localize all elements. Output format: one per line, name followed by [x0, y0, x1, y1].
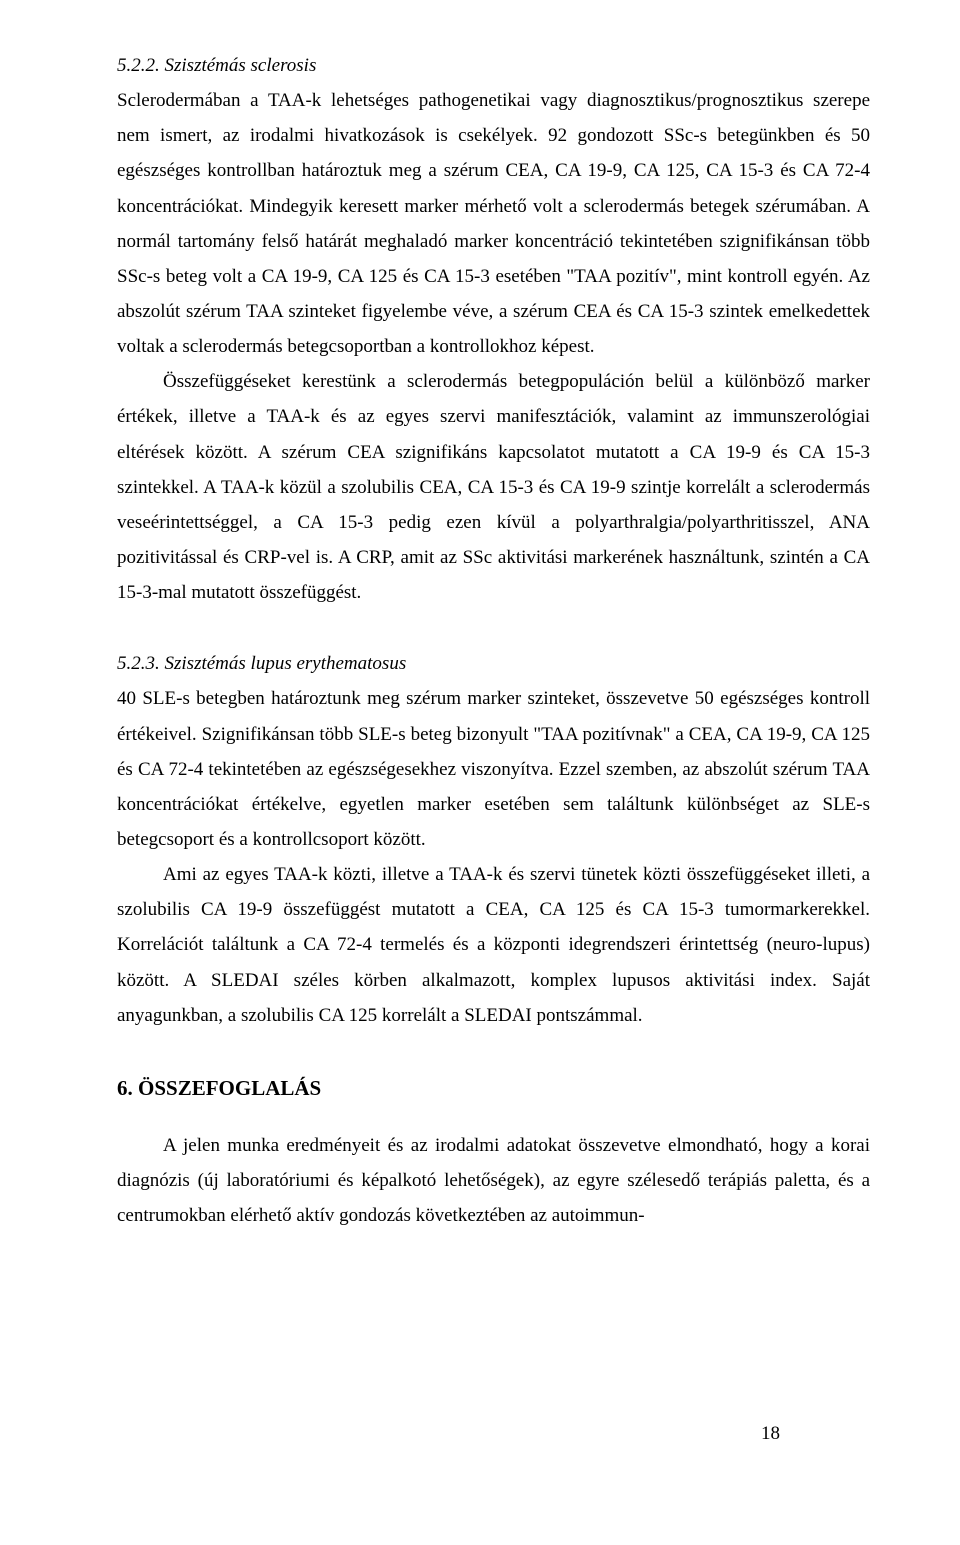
section-522-paragraph-2: Összefüggéseket kerestünk a sclerodermás… [117, 364, 870, 610]
page-number: 18 [761, 1416, 780, 1451]
section-523-paragraph-1: 40 SLE-s betegben határoztunk meg szérum… [117, 681, 870, 857]
section-6-paragraph-1: A jelen munka eredményeit és az irodalmi… [117, 1128, 870, 1233]
section-522-heading: 5.2.2. Szisztémás sclerosis [117, 48, 870, 83]
page-content: { "section_522": { "heading": "5.2.2. Sz… [117, 48, 870, 1497]
section-523-paragraph-2: Ami az egyes TAA-k közti, illetve a TAA-… [117, 857, 870, 1033]
section-6-heading: 6. ÖSSZEFOGLALÁS [117, 1069, 870, 1108]
section-522-paragraph-1: Sclerodermában a TAA-k lehetséges pathog… [117, 83, 870, 364]
section-523-heading: 5.2.3. Szisztémás lupus erythematosus [117, 646, 870, 681]
